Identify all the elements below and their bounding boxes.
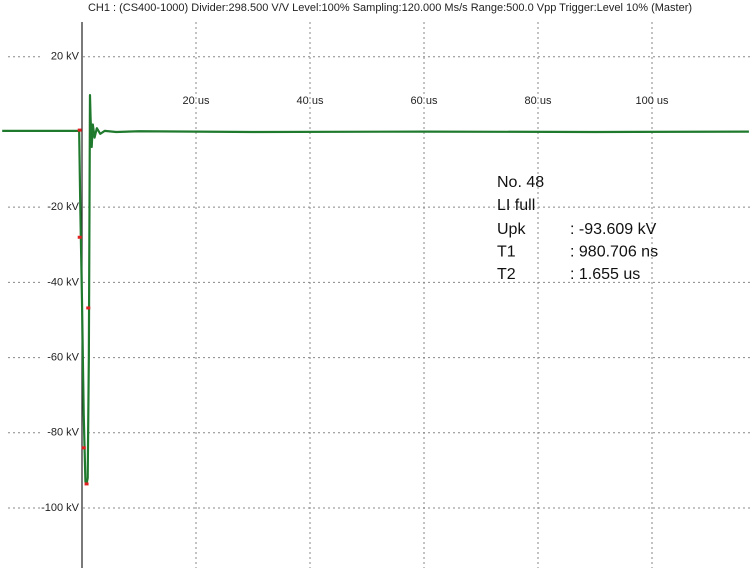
marker — [77, 128, 82, 132]
x-tick-label: 20 us — [183, 95, 210, 107]
tick-label-bg — [40, 275, 81, 290]
y-tick-label: -100 kV — [41, 502, 80, 514]
y-tick-label: -60 kV — [47, 351, 79, 363]
x-tick-label: 40 us — [297, 95, 324, 107]
marker — [77, 235, 82, 239]
tick-label-bg — [40, 200, 81, 215]
marker — [81, 446, 86, 450]
y-tick-label: -40 kV — [47, 276, 79, 288]
y-tick-label: 20 kV — [51, 51, 80, 63]
reading-value: : -93.609 kV — [570, 221, 657, 238]
marker — [86, 306, 91, 310]
tick-label-bg — [40, 425, 81, 440]
tick-label-bg — [40, 500, 81, 515]
reading-value: : 980.706 ns — [570, 244, 658, 261]
tick-label-bg — [40, 49, 81, 64]
x-tick-label: 80 us — [525, 95, 552, 107]
x-tick-label: 60 us — [411, 95, 438, 107]
reading-label: Upk — [497, 221, 526, 238]
marker — [84, 482, 89, 486]
waveform — [2, 94, 749, 486]
annotation: No. 48 — [497, 174, 544, 191]
y-tick-label: -20 kV — [47, 201, 79, 213]
reading-label: T2 — [497, 266, 516, 283]
reading-value: : 1.655 us — [570, 266, 640, 283]
y-tick-label: -80 kV — [47, 427, 79, 439]
annotation: LI full — [497, 197, 535, 214]
chart-title: CH1 : (CS400-1000) Divider:298.500 V/V L… — [88, 2, 692, 14]
tick-label-bg — [40, 350, 81, 365]
reading-label: T1 — [497, 244, 516, 261]
x-tick-label: 100 us — [635, 95, 669, 107]
